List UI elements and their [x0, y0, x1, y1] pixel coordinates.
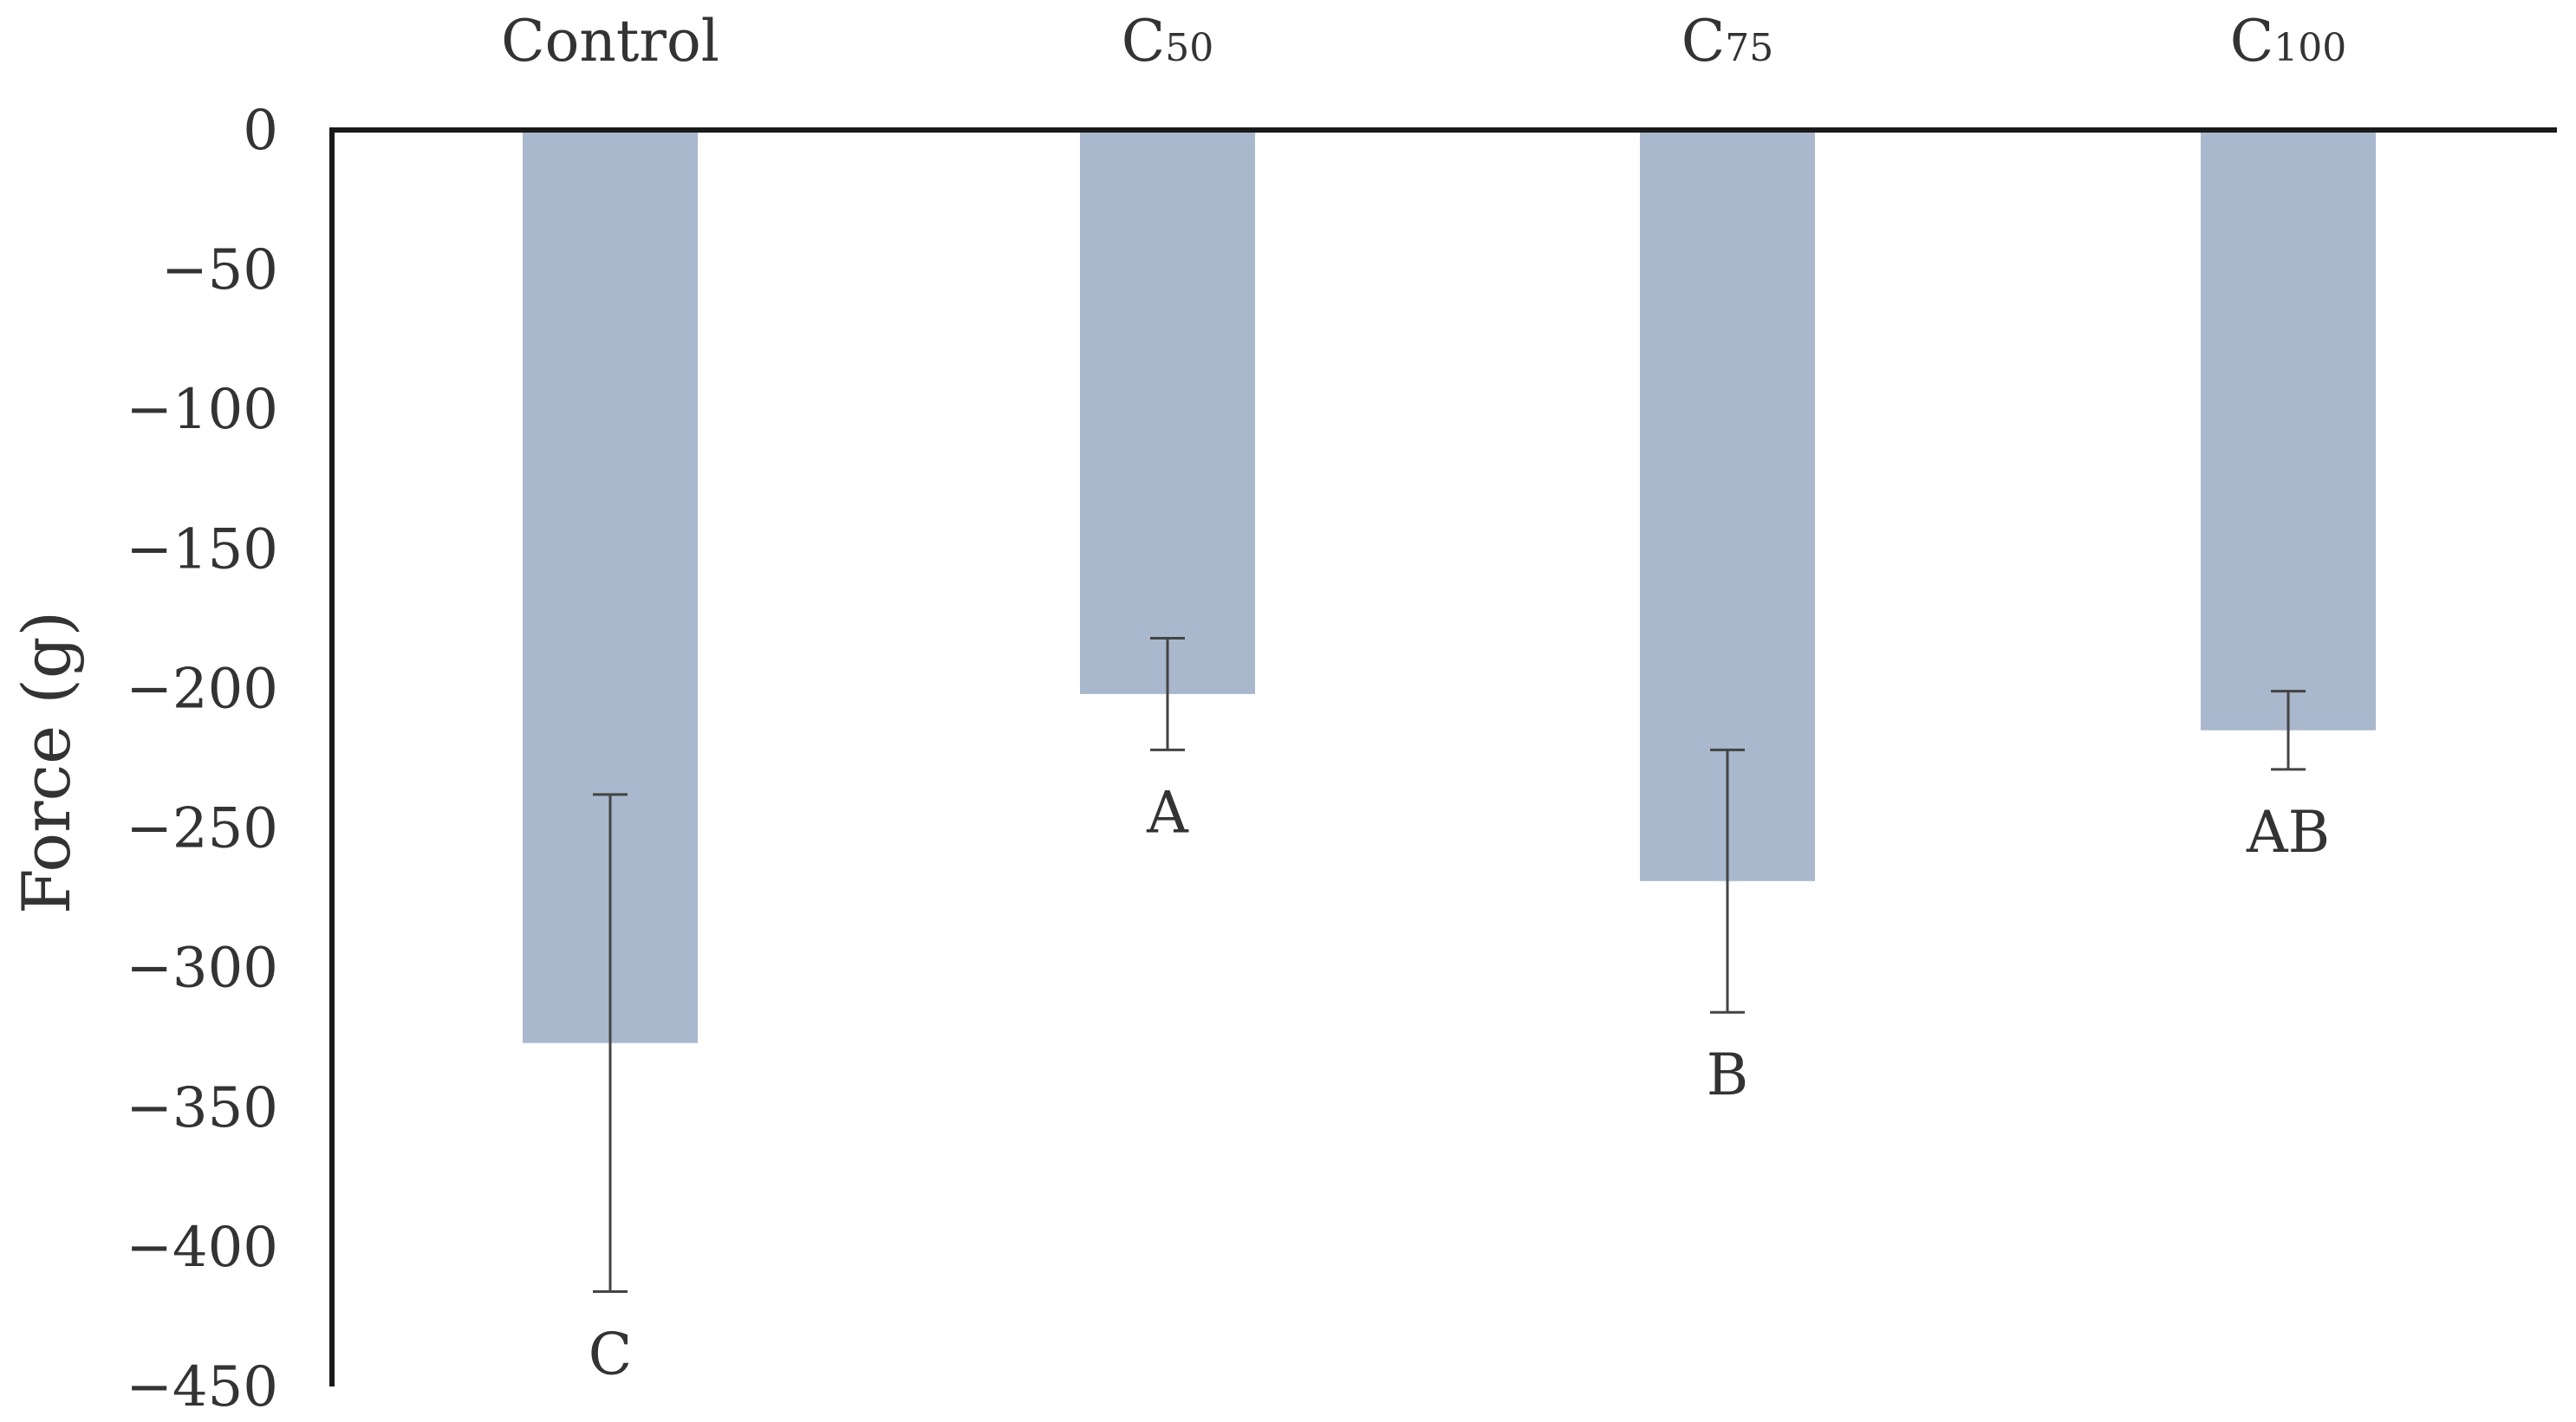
y-axis-title: Force (g) [8, 611, 85, 914]
y-tick-labels: 0 −50 −100 −150 −200 −250 −300 −350 −400 −450 [126, 99, 278, 1419]
error-bar [1150, 636, 1185, 751]
bars-layer [523, 130, 2376, 1043]
significance-label: B [1707, 1042, 1749, 1108]
category-label: C100 [2230, 8, 2346, 75]
significance-label: AB [2246, 799, 2330, 866]
error-bar [593, 793, 628, 1293]
y-tick-label: −150 [126, 517, 278, 581]
error-bar [2271, 690, 2306, 771]
bar [2201, 130, 2376, 730]
category-label: Control [501, 8, 719, 75]
axes-layer [329, 127, 2557, 1386]
significance-label: C [589, 1321, 633, 1387]
y-tick-label: −350 [126, 1076, 278, 1140]
y-tick-label: −100 [126, 378, 278, 442]
error-bars-layer [593, 636, 2306, 1293]
category-label: C75 [1682, 8, 1774, 75]
y-tick-label: −250 [126, 797, 278, 861]
error-bar [1710, 748, 1745, 1014]
y-tick-label: −50 [161, 238, 278, 302]
y-tick-label: −400 [126, 1216, 278, 1280]
y-tick-label: −450 [126, 1355, 278, 1419]
category-label: C50 [1122, 8, 1214, 75]
y-tick-label: 0 [243, 99, 278, 163]
significance-label: A [1146, 779, 1189, 846]
bar [1080, 130, 1255, 694]
y-tick-label: −300 [126, 937, 278, 1001]
category-labels: Control C50 C75 C100 [501, 8, 2346, 75]
y-tick-label: −200 [126, 657, 278, 721]
